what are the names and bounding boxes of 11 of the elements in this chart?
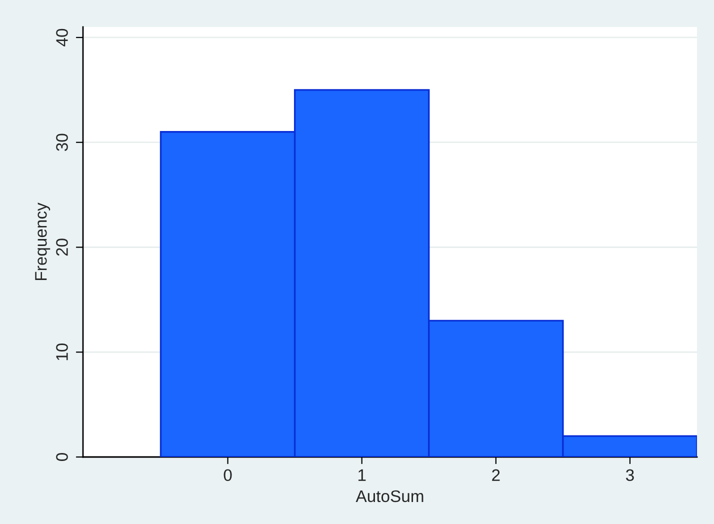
y-tick-label: 0 xyxy=(56,453,68,461)
y-axis-title: Frequency xyxy=(35,202,50,280)
x-tick-label: 3 xyxy=(626,469,634,482)
x-tick-label: 1 xyxy=(358,469,366,481)
y-tick-label: 10 xyxy=(56,344,68,360)
x-axis-title: AutoSum xyxy=(356,490,424,502)
y-tick-label: 20 xyxy=(56,238,68,256)
x-tick-label: 2 xyxy=(492,469,500,481)
y-tick-label: 40 xyxy=(56,28,68,46)
y-tick-label: 30 xyxy=(56,134,68,151)
x-tick-label: 0 xyxy=(224,469,232,482)
